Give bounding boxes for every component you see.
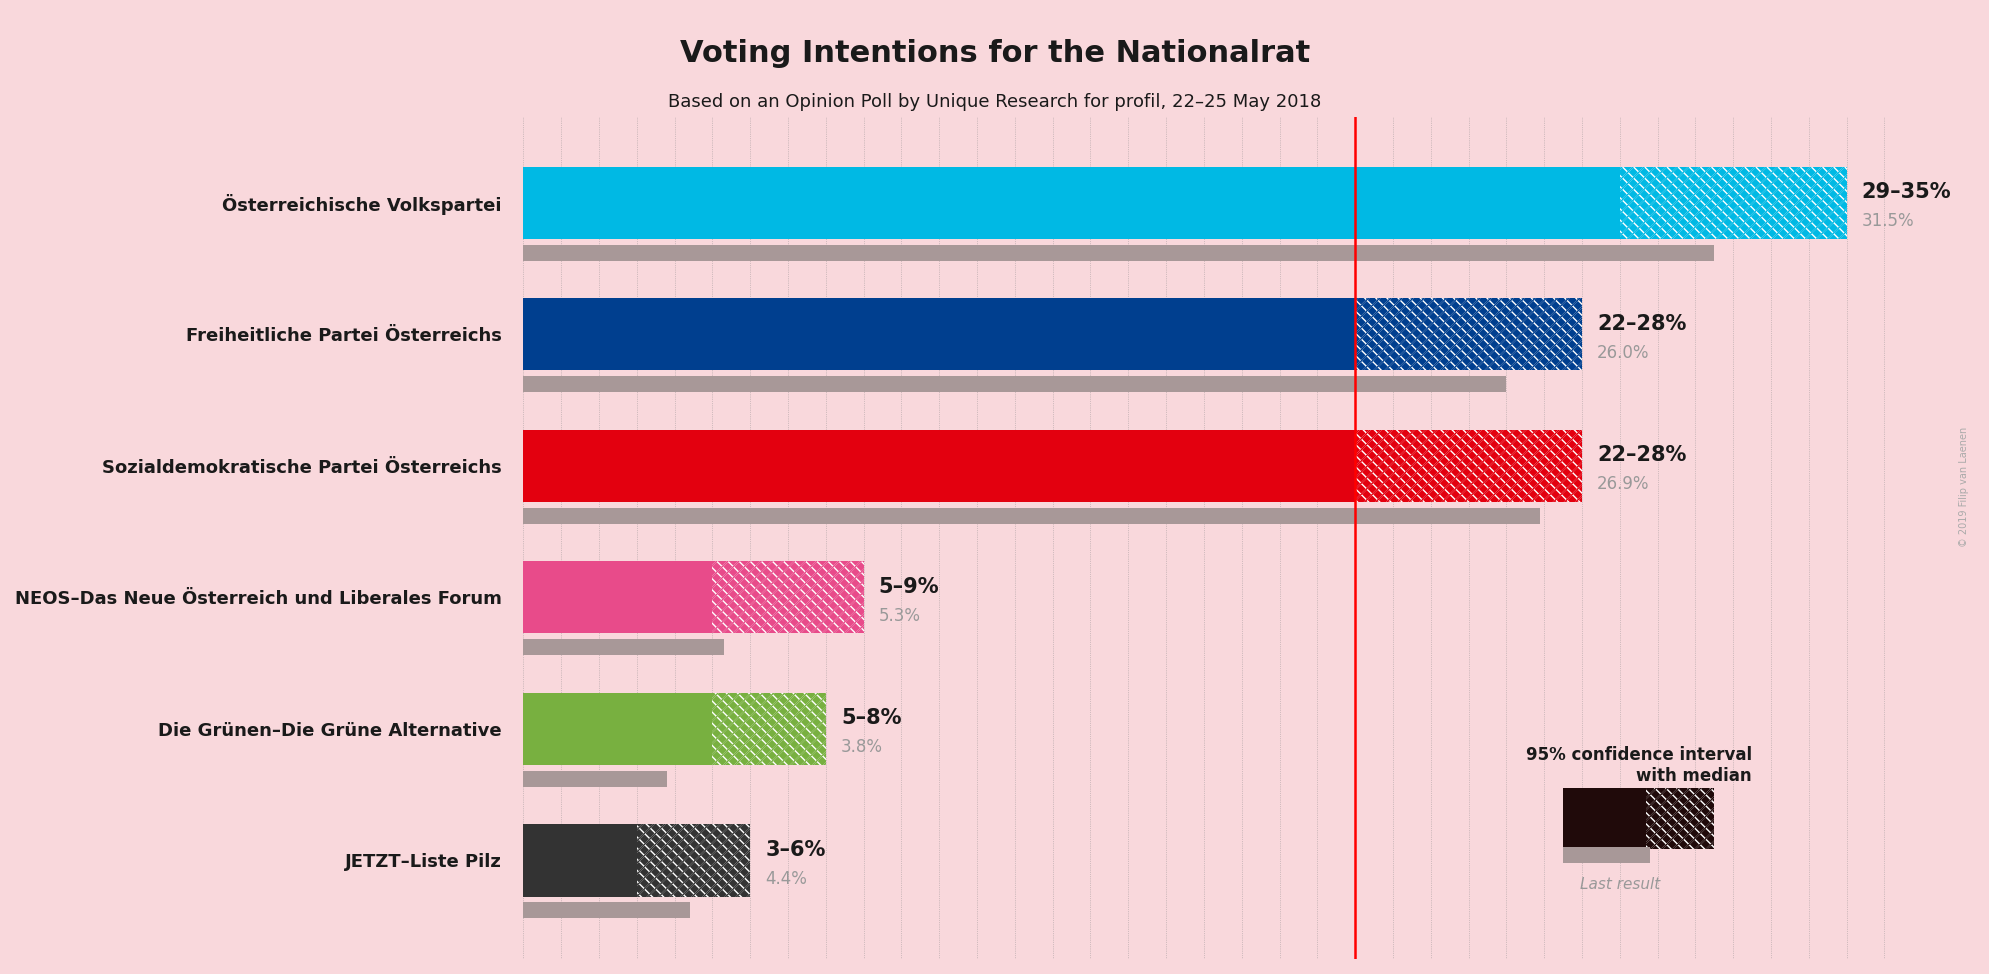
- Text: 4.4%: 4.4%: [766, 870, 808, 887]
- Bar: [712, 693, 825, 765]
- Bar: [523, 561, 712, 633]
- Bar: [523, 507, 1539, 524]
- Text: 5–9%: 5–9%: [879, 577, 939, 597]
- Bar: [1355, 298, 1581, 370]
- Text: Last result: Last result: [1579, 878, 1659, 892]
- Bar: [523, 167, 1619, 239]
- Text: 5.3%: 5.3%: [879, 607, 921, 624]
- Bar: [712, 561, 863, 633]
- Text: 95% confidence interval
with median: 95% confidence interval with median: [1526, 746, 1750, 785]
- Bar: [523, 430, 1355, 502]
- Text: 26.9%: 26.9%: [1597, 475, 1649, 493]
- Bar: [1561, 788, 1645, 849]
- Bar: [523, 771, 666, 787]
- Bar: [523, 639, 724, 656]
- Bar: [1645, 788, 1713, 849]
- Bar: [1561, 847, 1649, 863]
- Bar: [523, 376, 1506, 393]
- Bar: [712, 561, 863, 633]
- Bar: [523, 693, 712, 765]
- Bar: [1355, 430, 1581, 502]
- Bar: [523, 824, 636, 896]
- Bar: [523, 244, 1713, 261]
- Bar: [523, 903, 690, 918]
- Text: Voting Intentions for the Nationalrat: Voting Intentions for the Nationalrat: [680, 39, 1309, 68]
- Text: 22–28%: 22–28%: [1597, 314, 1685, 334]
- Text: Based on an Opinion Poll by Unique Research for profil, 22–25 May 2018: Based on an Opinion Poll by Unique Resea…: [668, 93, 1321, 110]
- Bar: [712, 693, 825, 765]
- Text: 31.5%: 31.5%: [1862, 212, 1913, 230]
- Bar: [636, 824, 750, 896]
- Bar: [1619, 167, 1846, 239]
- Bar: [523, 298, 1355, 370]
- Text: © 2019 Filip van Laenen: © 2019 Filip van Laenen: [1957, 427, 1969, 547]
- Bar: [1355, 298, 1581, 370]
- Text: 3.8%: 3.8%: [841, 738, 883, 756]
- Text: 3–6%: 3–6%: [766, 840, 825, 860]
- Text: 26.0%: 26.0%: [1597, 344, 1649, 361]
- Bar: [1619, 167, 1846, 239]
- Bar: [1645, 788, 1713, 849]
- Text: 29–35%: 29–35%: [1862, 182, 1951, 203]
- Text: 22–28%: 22–28%: [1597, 445, 1685, 466]
- Text: 5–8%: 5–8%: [841, 708, 901, 729]
- Bar: [1355, 430, 1581, 502]
- Bar: [636, 824, 750, 896]
